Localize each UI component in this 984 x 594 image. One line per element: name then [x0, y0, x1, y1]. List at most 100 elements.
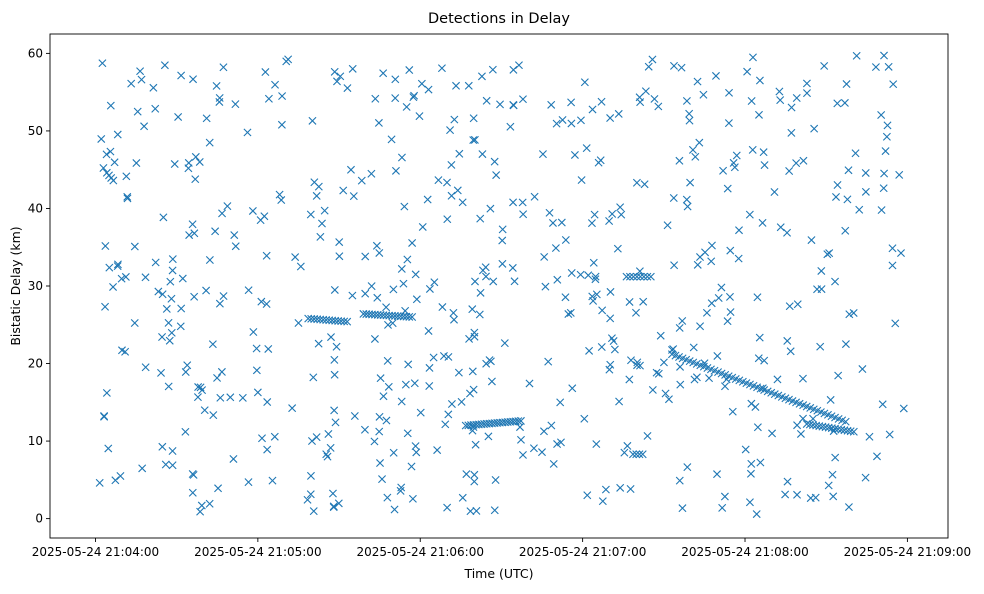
detection-point — [205, 256, 214, 264]
detection-point — [756, 458, 765, 467]
detection-point — [372, 241, 381, 250]
detection-point — [551, 244, 560, 253]
detection-point — [635, 93, 644, 102]
detection-point — [702, 308, 711, 317]
detection-point — [675, 323, 684, 332]
detection-point — [841, 417, 850, 426]
detection-point — [310, 178, 319, 187]
detection-point — [291, 253, 300, 262]
detection-point — [625, 272, 634, 281]
detection-point — [218, 209, 227, 218]
detection-point — [834, 425, 843, 434]
detection-point — [858, 365, 867, 374]
detection-point — [752, 510, 761, 519]
detection-point — [117, 274, 126, 283]
detection-point — [515, 423, 524, 432]
detection-point — [230, 231, 239, 240]
detection-point — [601, 485, 610, 494]
detection-point — [270, 432, 279, 441]
detection-point — [379, 69, 388, 78]
detection-point — [699, 90, 708, 99]
detection-point — [654, 369, 663, 378]
detection-point — [639, 297, 648, 306]
detection-point — [787, 103, 796, 112]
detection-point — [213, 373, 222, 382]
detection-point — [348, 291, 357, 300]
detection-point — [564, 310, 573, 319]
detection-point — [111, 476, 120, 485]
detection-point — [519, 210, 528, 219]
detection-point — [558, 115, 567, 124]
detection-point — [592, 440, 601, 449]
detection-point — [391, 75, 400, 84]
detection-point — [164, 382, 173, 391]
detection-point — [176, 322, 185, 331]
detection-point — [656, 331, 665, 340]
detection-point — [861, 168, 870, 177]
detection-point — [113, 262, 122, 271]
detection-point — [316, 232, 325, 241]
detection-point — [397, 264, 406, 273]
detection-point — [812, 421, 821, 430]
detection-point — [262, 251, 271, 260]
detection-point — [446, 126, 455, 135]
detection-point — [831, 453, 840, 462]
detection-point — [592, 290, 601, 299]
detection-point — [416, 408, 425, 417]
detection-point — [753, 423, 762, 432]
detection-point — [632, 272, 641, 281]
detection-point — [158, 333, 167, 342]
detection-point — [529, 444, 538, 453]
detection-point — [367, 282, 376, 291]
detection-point — [322, 450, 331, 459]
detection-point — [98, 59, 107, 68]
detection-point — [141, 363, 150, 372]
detection-point — [317, 219, 326, 228]
detection-point — [191, 152, 200, 161]
detection-point — [845, 310, 854, 319]
detection-point — [278, 92, 287, 101]
detection-point — [540, 252, 549, 261]
detection-point — [188, 488, 197, 497]
detection-point — [164, 318, 173, 327]
detection-point — [95, 478, 104, 487]
y-tick-label: 10 — [28, 434, 43, 448]
detection-point — [405, 312, 414, 321]
detection-point — [677, 63, 686, 72]
detection-point — [223, 202, 232, 211]
detection-point — [726, 308, 735, 317]
detection-point — [735, 226, 743, 235]
detection-point — [620, 448, 629, 457]
detection-point — [773, 375, 782, 384]
detection-point — [635, 450, 644, 459]
detection-point — [409, 93, 418, 102]
detection-point — [722, 375, 731, 384]
detection-point — [518, 198, 527, 207]
detection-point — [396, 486, 405, 495]
detection-point — [828, 470, 837, 479]
detection-point — [383, 493, 392, 502]
detection-point — [670, 261, 679, 270]
detection-point — [685, 116, 694, 125]
detection-point — [547, 421, 556, 430]
detection-point — [693, 77, 702, 86]
detection-point — [288, 404, 297, 413]
detection-point — [880, 51, 889, 60]
detection-point — [476, 214, 485, 223]
detection-point — [633, 358, 642, 367]
detection-point — [615, 397, 624, 406]
detection-point — [725, 292, 734, 301]
detection-point — [330, 355, 339, 364]
detection-point — [183, 361, 192, 370]
detection-point — [884, 62, 893, 71]
detection-point — [486, 204, 495, 213]
detection-point — [167, 328, 176, 337]
detection-point — [271, 80, 280, 89]
detection-point — [598, 497, 607, 506]
detection-point — [99, 164, 108, 172]
detection-point — [106, 147, 115, 156]
detection-point — [468, 367, 477, 376]
detection-point — [816, 342, 825, 351]
detection-point — [632, 178, 641, 187]
detection-point — [498, 236, 507, 245]
